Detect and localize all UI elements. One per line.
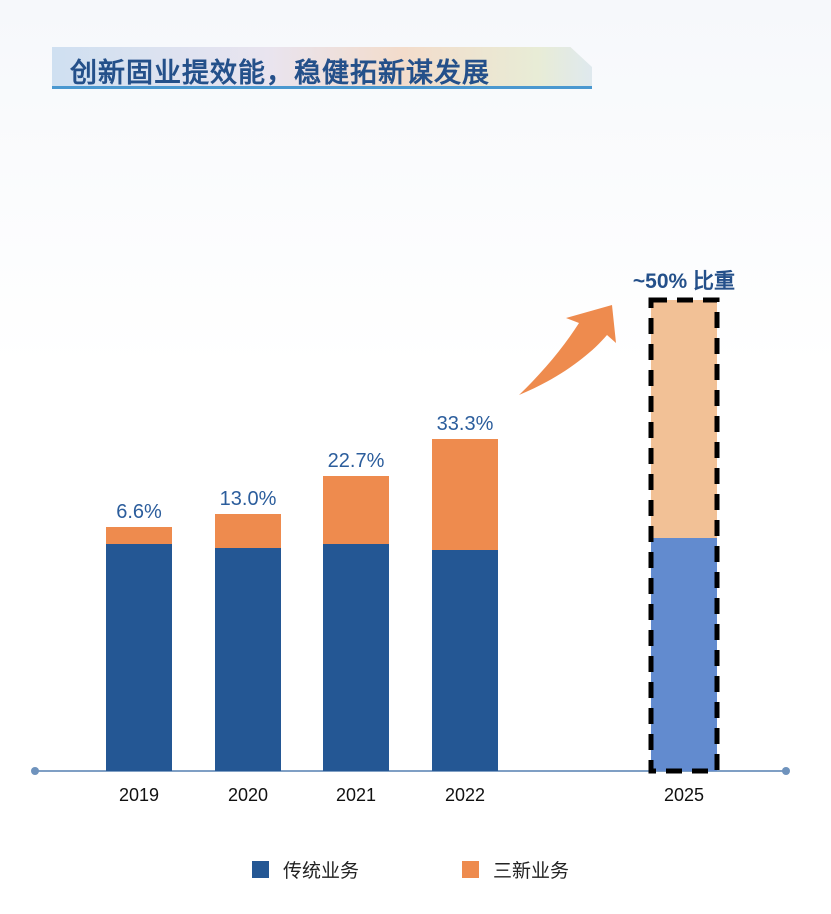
legend-item-new: 三新业务 [462,856,569,883]
legend-label-traditional: 传统业务 [283,860,360,882]
axis-end-dot-right [782,767,790,775]
axis-end-dot-left [31,767,39,775]
legend-label-new: 三新业务 [493,860,570,882]
data-label-2020: 13.0% [220,488,277,510]
bar-traditional-2019 [106,544,172,771]
title-banner [52,47,592,87]
data-label-2019: 6.6% [116,501,162,523]
legend-swatch-new [462,861,479,878]
x-tick-label-2020: 2020 [228,785,268,805]
data-label-2025: ~50% 比重 [633,270,735,293]
legend-item-traditional: 传统业务 [252,856,359,883]
x-tick-label-2021: 2021 [336,785,376,805]
page-title: 创新固业提效能，稳健拓新谋发展 [70,58,490,89]
growth-arrow-icon [519,305,616,395]
x-tick-label-2019: 2019 [119,785,159,805]
projection-dashed-outline [648,297,720,774]
bar-traditional-2025 [651,538,717,771]
bar-new-2019 [106,527,172,544]
bar-new-2020 [215,514,281,548]
bar-traditional-2021 [323,544,389,771]
data-label-2022: 33.3% [437,413,494,435]
bar-new-2025 [651,300,717,538]
bar-traditional-2020 [215,548,281,771]
title-underline [52,86,592,89]
data-label-2021: 22.7% [328,450,385,472]
bar-new-2021 [323,476,389,544]
x-tick-label-2025: 2025 [664,785,704,805]
bar-traditional-2022 [432,550,498,771]
legend-swatch-traditional [252,861,269,878]
x-tick-label-2022: 2022 [445,785,485,805]
bar-new-2022 [432,439,498,550]
